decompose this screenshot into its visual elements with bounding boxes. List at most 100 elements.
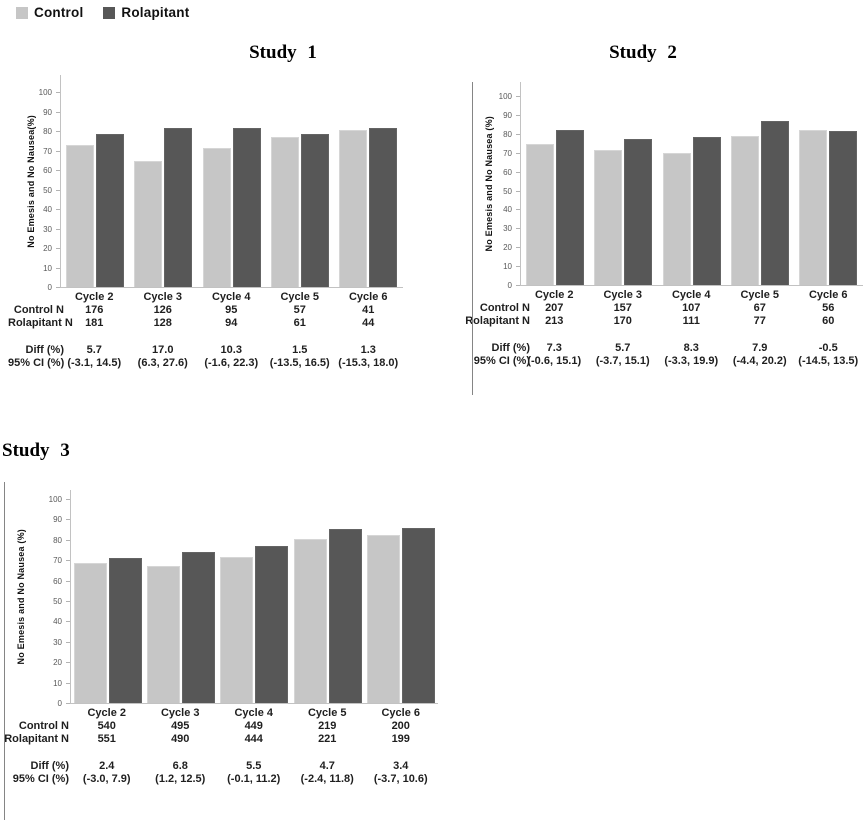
- row-label: [454, 289, 534, 302]
- y-tick-label: 70: [503, 148, 512, 158]
- table-cell: 551: [97, 733, 116, 745]
- y-tick-label: 40: [43, 205, 52, 214]
- y-tick-label: 100: [48, 495, 62, 504]
- y-axis: 0 10 20 30 40 50 60 70 80 90 100: [0, 490, 70, 708]
- legend-item-rolapitant: Rolapitant: [103, 5, 189, 20]
- table-cell: Cycle 6: [348, 291, 388, 303]
- table-cell: 95: [225, 304, 238, 316]
- rolapitant-bar: [232, 127, 261, 287]
- control-bar: [366, 534, 400, 703]
- y-tick-mark: [516, 114, 520, 116]
- rolapitant-bar: [761, 121, 790, 285]
- bar-group-cycle-4: [198, 127, 266, 287]
- y-axis: 0 10 20 30 40 50 60 70 80 90 100: [0, 75, 60, 292]
- table-cell: 490: [171, 733, 190, 745]
- table-cell: 200: [391, 720, 410, 732]
- table-cell: 4.7: [319, 760, 335, 772]
- bar-group-cycle-3: [144, 551, 217, 703]
- chart-title: Study 2: [609, 42, 677, 63]
- table-cell: 444: [244, 733, 263, 745]
- bar-group-cycle-4: [218, 545, 291, 703]
- table-cell: 60: [822, 315, 835, 327]
- table-cell: 111: [682, 315, 700, 327]
- table-cell: -0.5: [818, 342, 838, 354]
- y-tick-label: 30: [53, 637, 62, 647]
- table-row: Control N 176 126 95 57 41: [0, 304, 403, 317]
- y-tick-mark: [66, 539, 70, 541]
- y-tick-mark: [516, 152, 520, 154]
- y-tick-label: 0: [47, 283, 52, 292]
- y-tick-label: 20: [503, 243, 512, 253]
- chart-object-border: [4, 482, 5, 820]
- table-cell: Cycle 5: [280, 291, 320, 303]
- table-cell: 221: [318, 733, 337, 745]
- y-tick-mark: [516, 228, 520, 230]
- table-cell: Cycle 2: [87, 707, 127, 719]
- y-tick-label: 40: [503, 205, 512, 215]
- control-bar: [339, 130, 368, 287]
- y-tick-mark: [66, 682, 70, 684]
- table-row: Cycle 2 Cycle 3 Cycle 4 Cycle 5 Cycle 6: [0, 707, 438, 720]
- y-tick-mark: [56, 228, 60, 230]
- y-tick-mark: [66, 499, 70, 500]
- row-label: [3, 707, 73, 720]
- y-tick-label: 10: [53, 678, 62, 688]
- y-tick-mark: [66, 601, 70, 602]
- table-cell: (-3.0, 7.9): [82, 773, 131, 785]
- rolapitant-bar: [108, 557, 142, 703]
- study-3-chart: Study 3 No Emesis and No Nausea (%) 0 10 2…: [0, 438, 445, 827]
- table-row: Rolapitant N 551 490 444 221 199: [0, 733, 438, 746]
- table-cell: 1.3: [360, 344, 376, 356]
- y-tick-mark: [56, 209, 60, 210]
- bar-group-cycle-3: [129, 127, 197, 287]
- table-cell: 5.5: [246, 760, 262, 772]
- y-tick-label: 70: [43, 146, 52, 156]
- y-tick-mark: [56, 170, 60, 171]
- y-tick-mark: [516, 133, 520, 135]
- data-table: Cycle 2 Cycle 3 Cycle 4 Cycle 5 Cycle 6 Contr…: [440, 289, 863, 368]
- table-cell: (-3.1, 14.5): [67, 357, 122, 369]
- y-tick-label: 80: [53, 535, 62, 545]
- table-cell: 107: [682, 302, 701, 314]
- table-row: Cycle 2 Cycle 3 Cycle 4 Cycle 5 Cycle 6: [0, 291, 403, 304]
- rolapitant-bar: [369, 127, 398, 287]
- table-cell: (-4.4, 20.2): [732, 355, 787, 367]
- control-bar: [146, 565, 180, 703]
- y-tick-mark: [516, 209, 520, 211]
- table-cell: 5.7: [86, 344, 102, 356]
- table-cell: 1.5: [292, 344, 308, 356]
- table-cell: 128: [153, 317, 172, 329]
- chart-title: Study 3: [2, 440, 70, 461]
- control-bar: [594, 149, 623, 285]
- y-tick-mark: [516, 285, 520, 286]
- rolapitant-swatch-icon: [103, 6, 116, 19]
- table-cell: Cycle 4: [671, 289, 711, 301]
- table-cell: (1.2, 12.5): [155, 773, 206, 785]
- table-cell: 5.7: [615, 342, 631, 354]
- y-tick-mark: [516, 266, 520, 268]
- bars-region: [520, 82, 863, 286]
- table-cell: 449: [244, 720, 263, 732]
- row-label: Diff (%): [30, 760, 70, 772]
- y-tick-label: 0: [57, 699, 62, 708]
- table-row: 95% CI (%) (-3.1, 14.5) (6.3, 27.6) (-1.6, …: [0, 357, 403, 370]
- y-tick-mark: [66, 519, 70, 521]
- table-cell: 181: [85, 317, 104, 329]
- table-row: Diff (%) 5.7 17.0 10.3 1.5 1.3: [0, 344, 403, 357]
- bar-group-cycle-4: [658, 137, 726, 285]
- row-label: Rolapitant N: [465, 315, 530, 327]
- table-cell: (-1.6, 22.3): [204, 357, 259, 369]
- bar-group-cycle-6: [364, 527, 437, 703]
- y-tick-mark: [56, 150, 60, 152]
- row-label: Control N: [13, 304, 64, 316]
- row-label: Diff (%): [25, 344, 65, 356]
- rolapitant-bar: [401, 527, 435, 703]
- table-cell: 56: [822, 302, 835, 314]
- data-table: Cycle 2 Cycle 3 Cycle 4 Cycle 5 Cycle 6 Contr…: [0, 707, 438, 786]
- table-cell: Cycle 3: [143, 291, 183, 303]
- y-tick-mark: [66, 641, 70, 643]
- bar-group-cycle-5: [291, 529, 364, 703]
- table-cell: 17.0: [152, 344, 174, 356]
- y-tick-label: 100: [498, 92, 512, 101]
